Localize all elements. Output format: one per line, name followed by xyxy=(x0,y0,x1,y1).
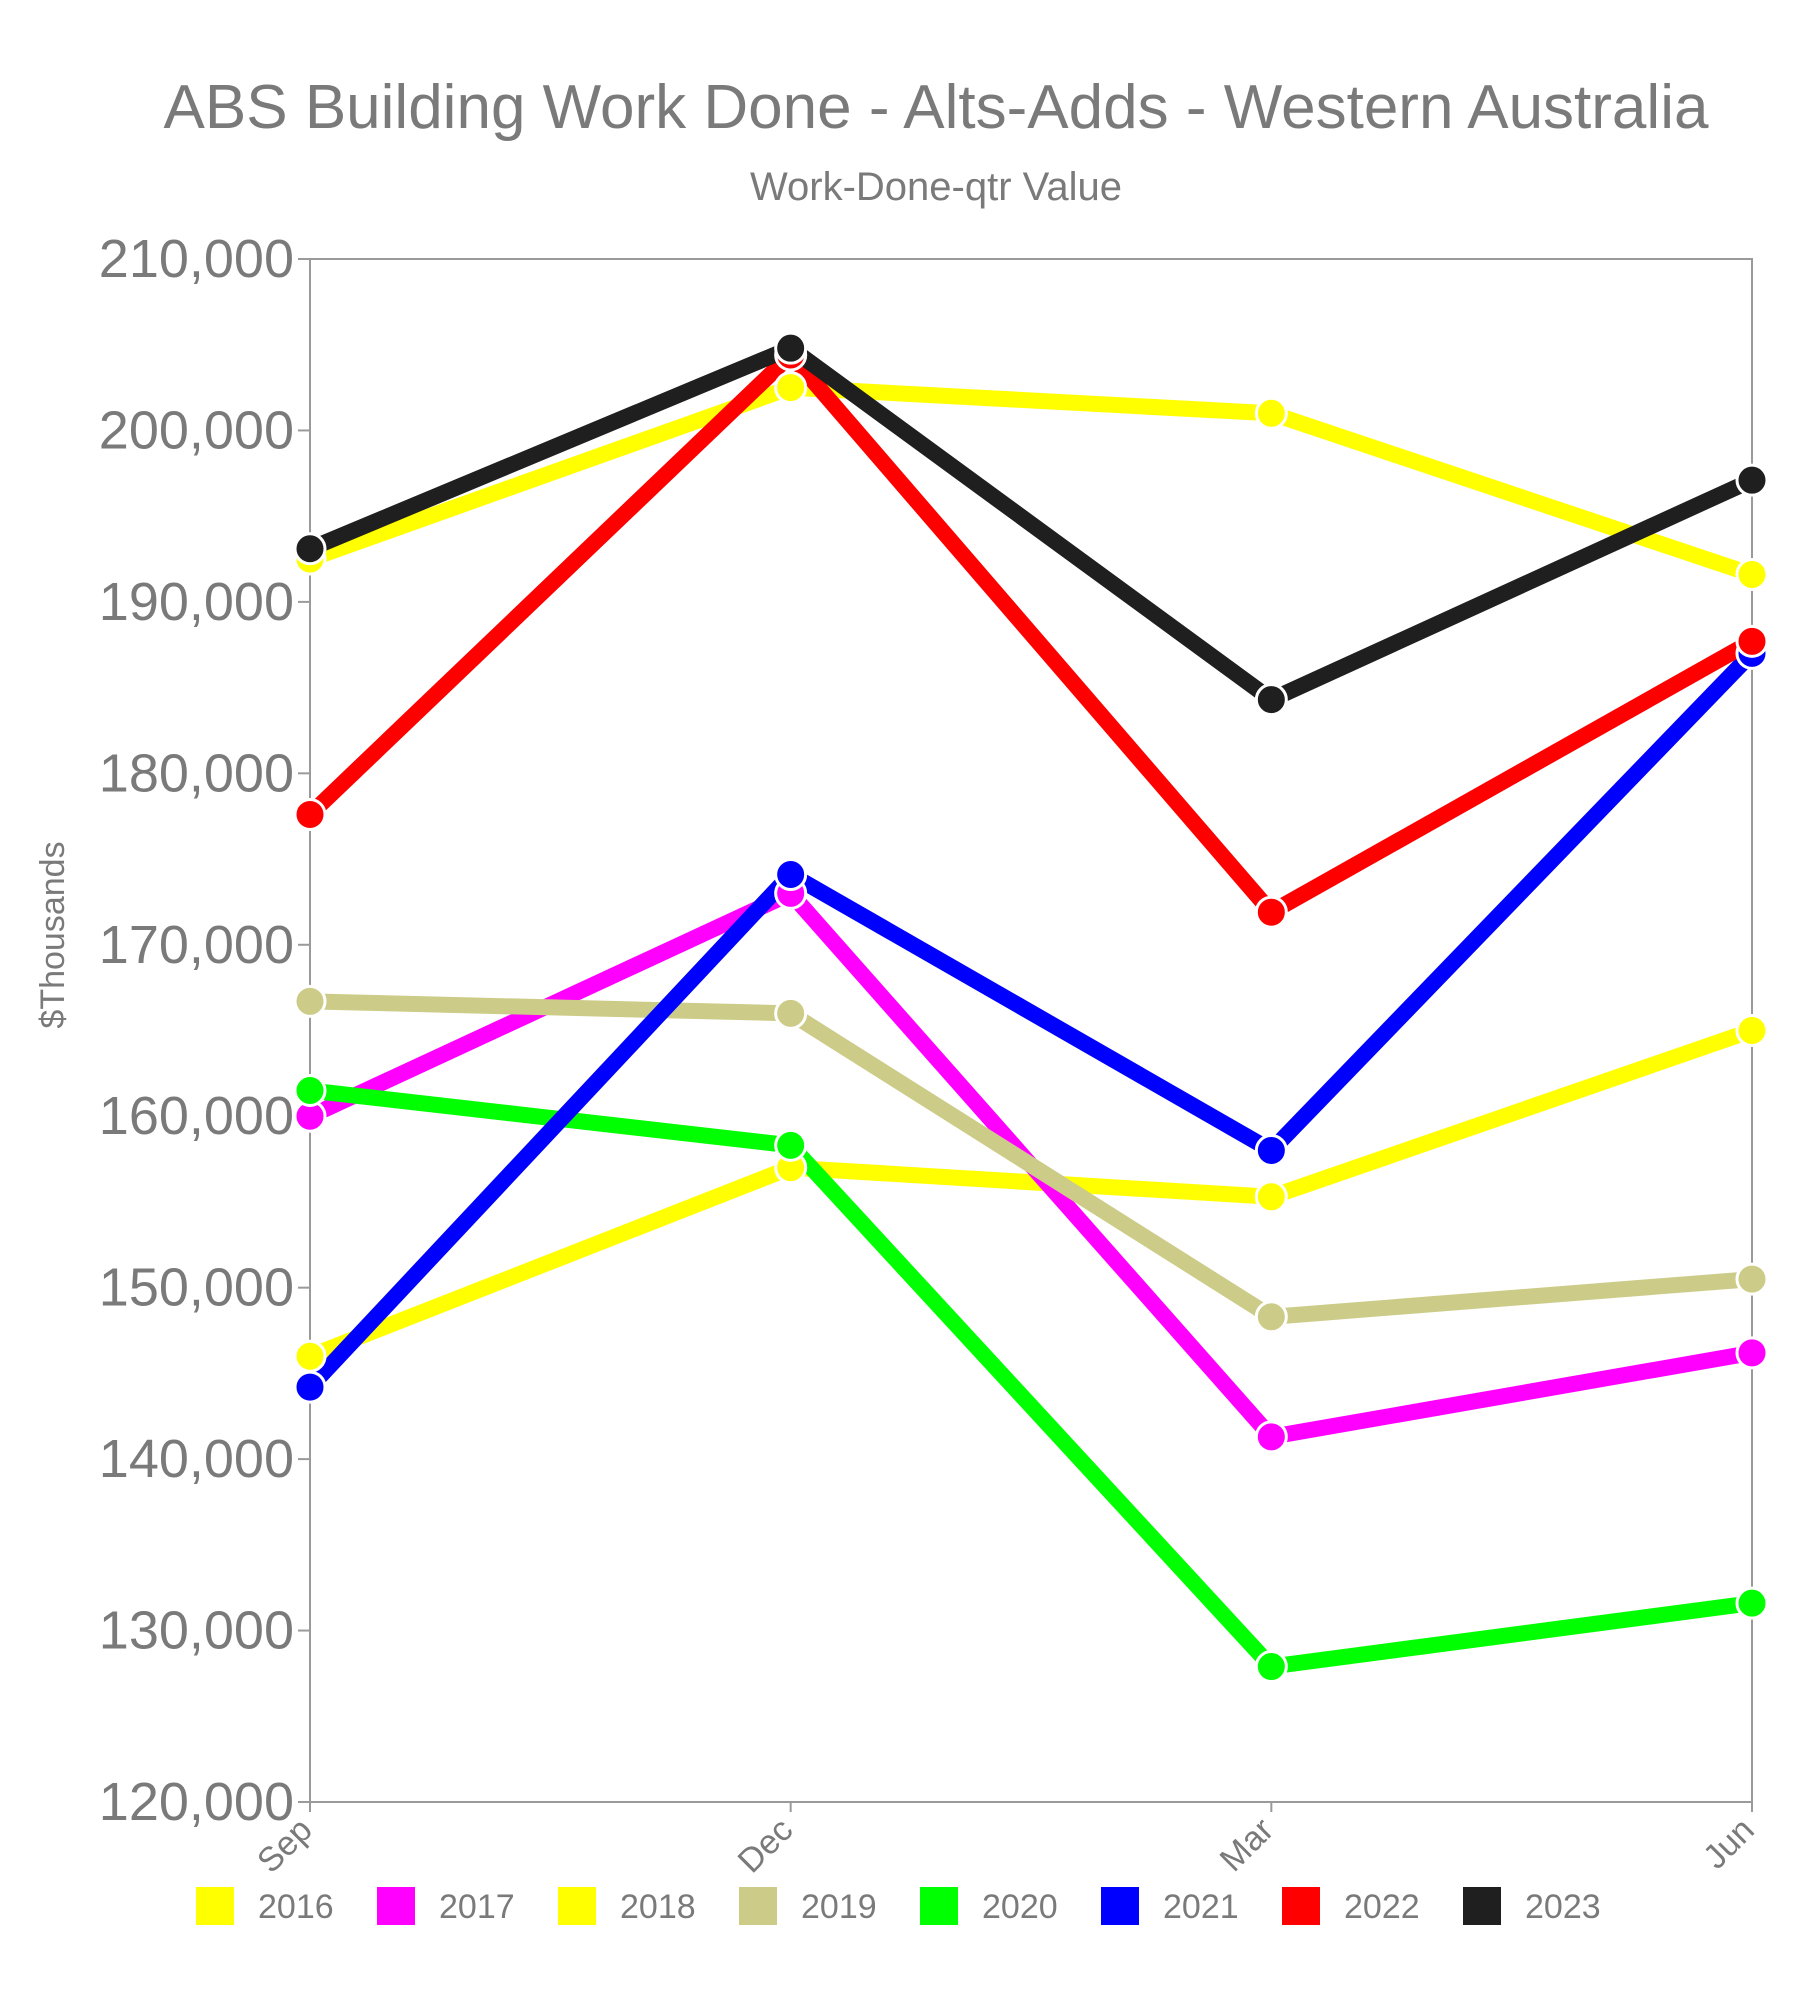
legend-label: 2018 xyxy=(620,1888,696,1926)
data-point-2017 xyxy=(1735,1336,1769,1370)
y-tick-label: 180,000 xyxy=(99,743,294,803)
legend-item: 2023 xyxy=(1463,1887,1601,1926)
legend-label: 2019 xyxy=(801,1888,877,1926)
y-tick-label: 120,000 xyxy=(99,1772,294,1832)
chart-subtitle: Work-Done-qtr Value xyxy=(750,165,1122,209)
legend-item: 2018 xyxy=(558,1887,696,1926)
data-point-2016 xyxy=(293,1339,327,1373)
data-point-2023 xyxy=(774,331,808,365)
legend-swatch xyxy=(920,1887,958,1925)
legend-item: 2017 xyxy=(377,1887,515,1926)
x-axis: Sep Dec Mar Jun xyxy=(250,1802,1762,1880)
data-point-2022 xyxy=(293,797,327,831)
data-point-2020 xyxy=(1254,1650,1288,1684)
legend-label: 2021 xyxy=(1163,1888,1239,1926)
data-point-2018 xyxy=(1735,557,1769,591)
legend-swatch xyxy=(1282,1887,1320,1925)
legend-swatch xyxy=(558,1887,596,1925)
data-point-2019 xyxy=(774,996,808,1030)
legend-item: 2016 xyxy=(196,1887,334,1926)
plot-area-frame xyxy=(309,258,1753,1803)
legend-label: 2023 xyxy=(1525,1888,1601,1926)
data-point-2020 xyxy=(293,1074,327,1108)
y-tick-label: 150,000 xyxy=(99,1258,294,1318)
y-tick-label: 130,000 xyxy=(99,1601,294,1661)
legend-item: 2019 xyxy=(739,1887,877,1926)
legend-swatch xyxy=(1463,1887,1501,1925)
data-point-2019 xyxy=(293,984,327,1018)
data-point-2020 xyxy=(774,1128,808,1162)
y-axis: 120,000 130,000 140,000 150,000 160,000 170,0… xyxy=(99,229,310,1832)
legend-label: 2020 xyxy=(982,1888,1058,1926)
series-points xyxy=(293,331,1769,1684)
data-point-2018 xyxy=(1254,396,1288,430)
legend-item: 2022 xyxy=(1282,1887,1420,1926)
data-point-2020 xyxy=(1735,1586,1769,1620)
data-point-2022 xyxy=(1254,895,1288,929)
series-line-2019 xyxy=(309,993,1753,1325)
legend-item: 2020 xyxy=(920,1887,1058,1926)
legend-item: 2021 xyxy=(1101,1887,1239,1926)
data-point-2019 xyxy=(1254,1300,1288,1334)
data-point-2023 xyxy=(293,532,327,566)
legend-swatch xyxy=(377,1887,415,1925)
y-tick-label: 160,000 xyxy=(99,1086,294,1146)
data-point-2016 xyxy=(1254,1180,1288,1214)
legend-label: 2016 xyxy=(258,1888,334,1926)
legend-swatch xyxy=(739,1887,777,1925)
series-line-2016 xyxy=(307,1022,1755,1364)
y-tick-label: 200,000 xyxy=(99,400,294,460)
series-line-2022 xyxy=(304,343,1756,923)
y-tick-label: 190,000 xyxy=(99,572,294,632)
y-tick-label: 170,000 xyxy=(99,915,294,975)
data-point-2021 xyxy=(293,1370,327,1404)
legend-label: 2022 xyxy=(1344,1888,1420,1926)
data-point-2018 xyxy=(774,371,808,405)
legend-label: 2017 xyxy=(439,1888,515,1926)
data-point-2021 xyxy=(1254,1134,1288,1168)
data-point-2022 xyxy=(1735,624,1769,658)
data-point-2023 xyxy=(1254,683,1288,717)
y-axis-label: $Thousands xyxy=(34,841,72,1028)
series-line-2021 xyxy=(304,647,1758,1393)
x-tick-label: Dec xyxy=(731,1811,801,1881)
y-tick-label: 140,000 xyxy=(99,1429,294,1489)
chart-title: ABS Building Work Done - Alts-Adds - Wes… xyxy=(164,73,1709,142)
data-point-2021 xyxy=(774,857,808,891)
series-line-2020 xyxy=(309,1082,1754,1676)
legend-swatch xyxy=(1101,1887,1139,1925)
legend-swatch xyxy=(196,1887,234,1925)
y-tick-label: 210,000 xyxy=(99,229,294,289)
data-point-2017 xyxy=(1254,1420,1288,1454)
data-point-2023 xyxy=(1735,463,1769,497)
data-point-2016 xyxy=(1735,1014,1769,1047)
series-line-2018 xyxy=(307,379,1755,583)
series-lines xyxy=(304,339,1758,1676)
x-tick-label: Mar xyxy=(1213,1811,1281,1879)
legend: 2016 2017 2018 2019 2020 2021 2022 2023 xyxy=(196,1887,1601,1926)
x-tick-label: Jun xyxy=(1696,1811,1762,1877)
data-point-2019 xyxy=(1735,1262,1769,1296)
series-line-2023 xyxy=(306,339,1756,709)
